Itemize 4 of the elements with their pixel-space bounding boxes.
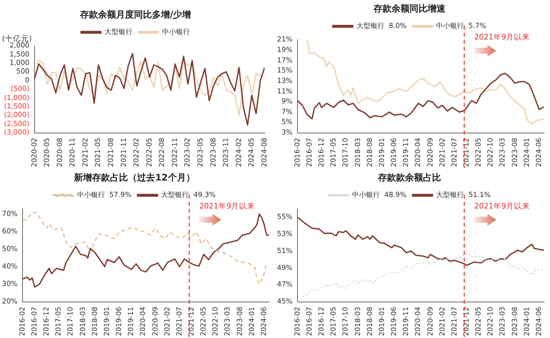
chart-title: 存款款余额占比 <box>377 172 441 184</box>
chart-title: 存款余额同比增速 <box>372 4 446 15</box>
chart-title: 新增存款占比（过去12个月） <box>73 172 195 184</box>
chart-title: 存款余额月度同比多增/少增 <box>78 10 192 21</box>
